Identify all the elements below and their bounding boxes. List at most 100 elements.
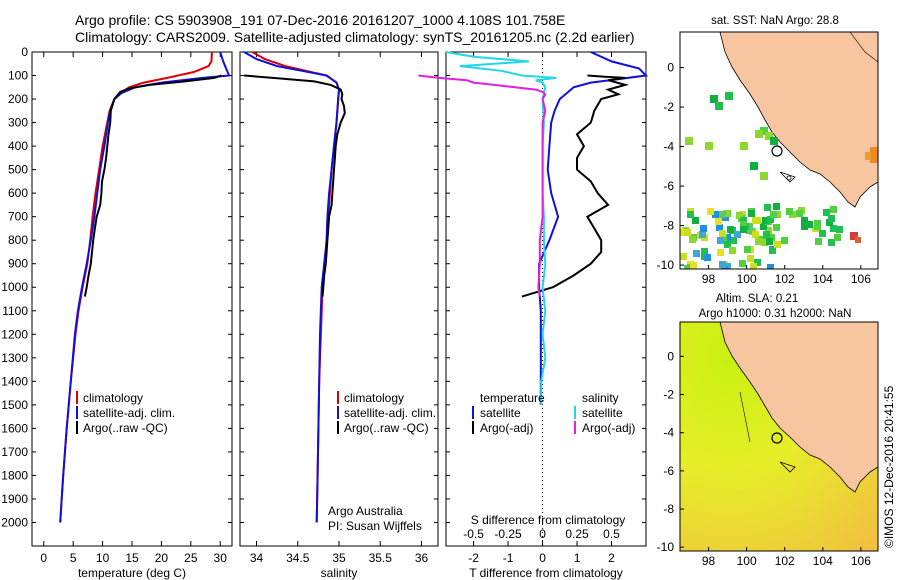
x-tick-label: 1 — [574, 551, 581, 565]
sst-pixel — [690, 262, 697, 269]
sst-pixel — [693, 250, 700, 257]
depth-tick-label: 1400 — [1, 374, 28, 388]
temperature-series — [59, 51, 231, 523]
legend-climatology-label: climatology — [83, 391, 143, 405]
depth-tick-label: 600 — [8, 186, 28, 200]
sla-map-panel: Altim. SLA: 0.21 Argo h1000: 0.31 h2000:… — [657, 293, 879, 568]
map-x-tick-label: 106 — [851, 554, 871, 568]
sst-pixel — [719, 211, 726, 218]
x-tick-label: 35.5 — [369, 551, 393, 565]
sumatra-landmass — [719, 32, 878, 208]
temperature-plot-frame — [31, 51, 233, 547]
sst-pixel — [752, 231, 759, 238]
sst-pixel — [870, 147, 878, 163]
sst-pixel — [786, 208, 793, 215]
sst-pixel — [734, 231, 741, 238]
map-y-tick-label: -2 — [663, 388, 674, 402]
depth-tick-label: 1900 — [1, 492, 28, 506]
series-line-satellite-adj-clim- — [243, 51, 341, 523]
sst-pixel — [740, 142, 748, 150]
coast-detail — [739, 391, 751, 443]
sst-pixel — [754, 217, 761, 224]
sst-pixel — [836, 226, 843, 233]
salinity-diff-x-ticks: -0.5 -0.25 0 0.25 0.5 — [463, 527, 620, 541]
map-x-tick-label: 100 — [737, 554, 757, 568]
sst-pixel — [729, 247, 736, 254]
depth-tick-label: 100 — [8, 69, 28, 83]
depth-tick-label: 1700 — [1, 445, 28, 459]
x-tick-label: 34.5 — [286, 551, 310, 565]
sla-map-title1: Altim. SLA: 0.21 — [716, 293, 798, 305]
sst-pixel — [830, 225, 837, 232]
sst-pixel — [685, 137, 693, 145]
island-outline — [779, 461, 796, 473]
sst-pixel — [828, 215, 835, 222]
sst-pixel — [768, 234, 775, 241]
depth-tick-label: 800 — [8, 233, 28, 247]
depth-tick-label: 1800 — [1, 468, 28, 482]
sst-pixel — [850, 232, 858, 240]
difference-panel: -2 -1 0 1 2 temperature satellite Argo(-adj)… — [418, 51, 649, 580]
x-tick-label: 20 — [155, 551, 169, 565]
argo-float-marker — [771, 145, 783, 157]
sst-pixel — [770, 211, 777, 218]
legend-temp-argo-label: Argo(-adj) — [480, 421, 533, 435]
sst-pixel — [719, 230, 726, 237]
series-line-temperature-argo-adj- — [521, 74, 630, 298]
map-y-tick-label: -8 — [663, 502, 674, 516]
depth-tick-label: 1200 — [1, 327, 28, 341]
legend-temp-satellite-label: satellite — [480, 406, 521, 420]
map-y-tick-label: -6 — [663, 464, 674, 478]
map-y-tick-label: 0 — [667, 61, 674, 75]
island-ring — [786, 175, 792, 181]
sst-pixel — [754, 259, 761, 266]
sst-pixel — [707, 208, 714, 215]
map-y-tick-label: -10 — [657, 540, 675, 554]
sst-pixel — [748, 210, 755, 217]
sst-pixel — [715, 218, 722, 225]
x-tick-label: 10 — [96, 551, 110, 565]
salinity-x-label: salinity — [321, 566, 358, 580]
depth-tick-label: 900 — [8, 257, 28, 271]
sst-map-frame — [679, 31, 879, 270]
sst-pixel — [755, 238, 762, 245]
sst-pixel — [819, 230, 826, 237]
sst-pixel — [700, 225, 707, 232]
sst-pixel — [763, 231, 770, 238]
depth-tick-label: 400 — [8, 139, 28, 153]
sst-pixel — [687, 211, 694, 218]
sst-pixel — [736, 212, 743, 219]
sst-pixel — [719, 261, 726, 268]
sst-pixel — [826, 219, 833, 226]
sst-pixel — [764, 204, 771, 211]
sst-pixel — [680, 253, 687, 260]
x-tick-label: 30 — [214, 551, 228, 565]
depth-tick-label: 1100 — [2, 304, 28, 318]
series-line-temperature-satellite — [538, 51, 649, 405]
legend-climatology-label: climatology — [344, 391, 404, 405]
depth-tick-label: 200 — [8, 92, 28, 106]
watermark: ©IMOS 12-Dec-2016 20:41:55 — [882, 385, 896, 548]
sst-pixel — [684, 229, 691, 236]
sst-pixel — [865, 152, 871, 160]
sst-pixel — [801, 223, 808, 230]
x-tick-label: 0 — [40, 551, 47, 565]
sst-pixel — [704, 254, 711, 261]
sst-map-ticks: 98 100 102 104 106 0 -2 -4 -6 -8 -10 — [657, 61, 872, 286]
header: Argo profile: CS 5903908_191 07-Dec-2016… — [75, 12, 635, 45]
sst-pixel — [750, 162, 758, 170]
sst-pixel — [760, 223, 767, 230]
sst-pixel — [750, 263, 757, 269]
sst-pixel — [739, 260, 746, 267]
island-outline — [779, 171, 796, 183]
sst-pixel — [773, 203, 780, 210]
depth-axis: 0 100 200 300 400 500 600 700 800 900 1000 1100 1200… — [1, 45, 37, 529]
sst-map-panel: sat. SST: NaN Argo: 28.8 98 100 102 104 106 0… — [657, 15, 879, 286]
sst-pixel — [705, 142, 713, 150]
sst-pixel — [755, 130, 763, 138]
sst-pixel — [855, 237, 861, 243]
map-x-tick-label: 104 — [813, 272, 833, 286]
salinity-legend: climatology satellite-adj. clim. Argo(..… — [337, 391, 436, 435]
borneo-landmass — [849, 32, 878, 63]
